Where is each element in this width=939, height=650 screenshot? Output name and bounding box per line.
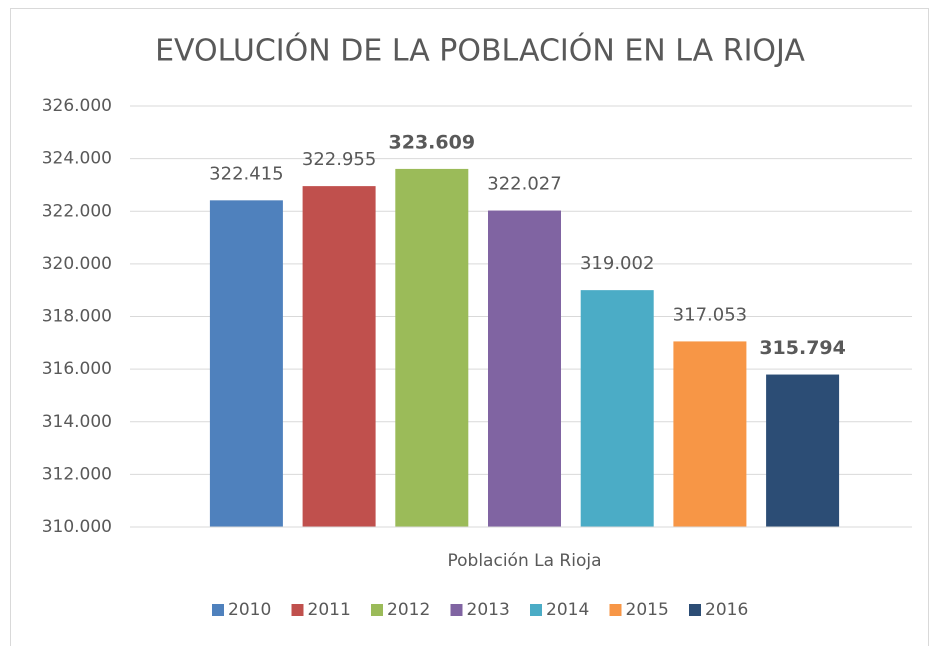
y-tick-label: 312.000 [42, 464, 112, 484]
chart-frame [10, 8, 929, 650]
legend-swatch [609, 604, 622, 616]
legend-swatch [371, 604, 383, 616]
data-label: 322.955 [302, 149, 376, 170]
x-tick-label: Población La Rioja [448, 551, 602, 571]
legend-swatch [291, 604, 304, 616]
bar [673, 341, 747, 527]
legend-label: 2010 [228, 600, 271, 620]
data-label: 323.609 [389, 131, 476, 153]
data-label: 319.002 [580, 253, 654, 274]
legend-label: 2015 [626, 600, 669, 620]
data-label: 315.794 [759, 337, 846, 359]
y-tick-label: 324.000 [42, 149, 112, 169]
bar [302, 186, 376, 527]
y-tick-label: 318.000 [42, 307, 112, 327]
y-tick-label: 316.000 [42, 359, 112, 379]
bar [488, 210, 561, 528]
legend-label: 2012 [387, 600, 430, 620]
legend-swatch [689, 604, 701, 616]
legend-swatch [450, 604, 463, 616]
legend-label: 2011 [308, 600, 351, 620]
bar [395, 168, 469, 527]
bar [209, 200, 283, 527]
y-tick-label: 310.000 [42, 517, 112, 537]
y-tick-label: 320.000 [42, 254, 112, 274]
legend-label: 2013 [467, 600, 510, 620]
data-label: 322.027 [487, 174, 561, 195]
legend-label: 2016 [705, 600, 748, 620]
legend-swatch [212, 604, 224, 616]
bar [766, 374, 840, 527]
y-tick-label: 322.000 [42, 201, 112, 221]
legend-label: 2014 [546, 600, 589, 620]
y-tick-label: 326.000 [42, 96, 112, 116]
bar [580, 290, 654, 527]
data-label: 317.053 [673, 304, 747, 325]
chart-title: EVOLUCIÓN DE LA POBLACIÓN EN LA RIOJA [155, 32, 805, 69]
data-label: 322.415 [209, 163, 283, 184]
y-tick-label: 314.000 [42, 412, 112, 432]
legend-swatch [530, 604, 542, 616]
